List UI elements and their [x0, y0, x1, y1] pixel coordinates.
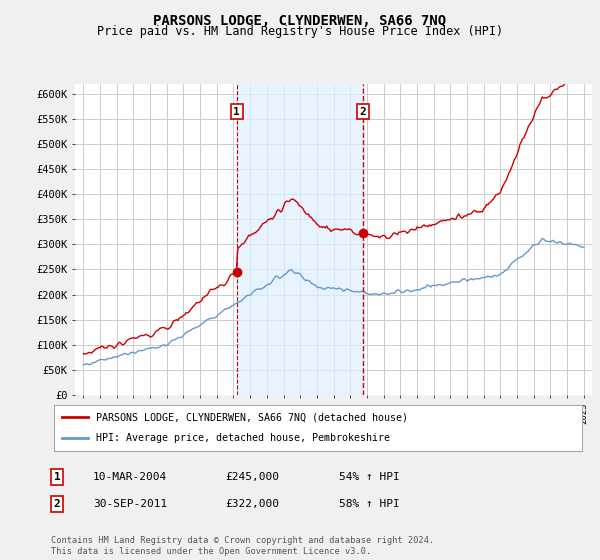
- Text: 10-MAR-2004: 10-MAR-2004: [93, 472, 167, 482]
- Bar: [236, 84, 363, 395]
- Text: 1: 1: [53, 472, 61, 482]
- Text: PARSONS LODGE, CLYNDERWEN, SA66 7NQ: PARSONS LODGE, CLYNDERWEN, SA66 7NQ: [154, 14, 446, 28]
- Text: £245,000: £245,000: [225, 472, 279, 482]
- Text: 1: 1: [233, 106, 240, 116]
- Text: 54% ↑ HPI: 54% ↑ HPI: [339, 472, 400, 482]
- Text: HPI: Average price, detached house, Pembrokeshire: HPI: Average price, detached house, Pemb…: [96, 433, 390, 444]
- Text: Contains HM Land Registry data © Crown copyright and database right 2024.
This d: Contains HM Land Registry data © Crown c…: [51, 536, 434, 556]
- Text: 30-SEP-2011: 30-SEP-2011: [93, 499, 167, 509]
- Text: 2: 2: [53, 499, 61, 509]
- Text: 58% ↑ HPI: 58% ↑ HPI: [339, 499, 400, 509]
- Text: PARSONS LODGE, CLYNDERWEN, SA66 7NQ (detached house): PARSONS LODGE, CLYNDERWEN, SA66 7NQ (det…: [96, 412, 408, 422]
- Text: 2: 2: [359, 106, 366, 116]
- Text: Price paid vs. HM Land Registry's House Price Index (HPI): Price paid vs. HM Land Registry's House …: [97, 25, 503, 38]
- Text: £322,000: £322,000: [225, 499, 279, 509]
